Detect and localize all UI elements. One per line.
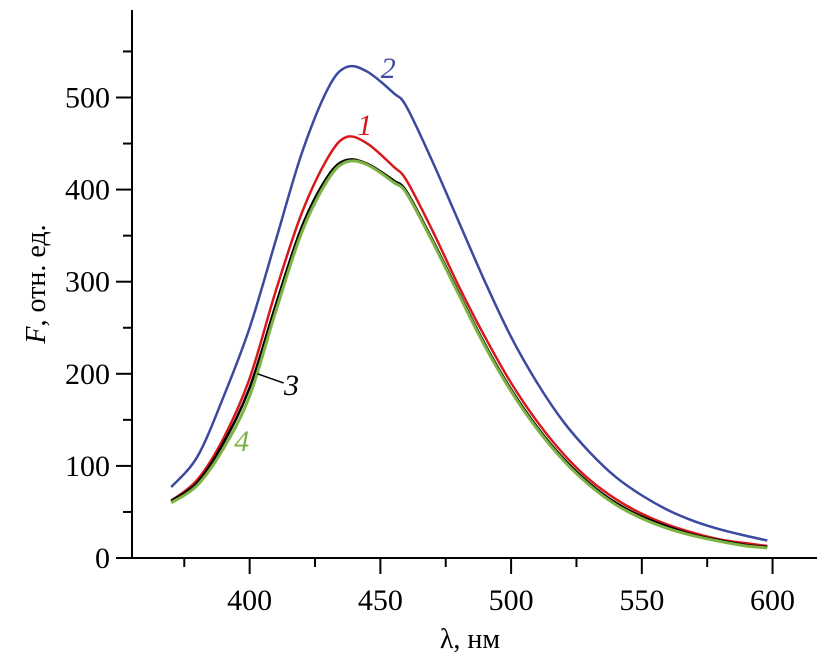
x-tick-label: 400 <box>227 584 272 617</box>
y-axis-label-symbol: F <box>21 326 52 345</box>
y-axis-label: F, отн. ед. <box>21 224 52 344</box>
series-leader-line-3 <box>257 373 284 384</box>
axes: 400 450 500 550 600 0 100 200 300 400 500 <box>65 10 817 617</box>
x-tick-label: 550 <box>619 584 664 617</box>
curves <box>170 64 768 550</box>
series-label-2: 2 <box>381 52 396 85</box>
y-tick-label: 300 <box>65 266 110 299</box>
series-label-1: 1 <box>357 109 372 142</box>
series-label-4: 4 <box>234 425 249 458</box>
series-line-2 <box>170 64 768 542</box>
series-line-4 <box>170 159 768 550</box>
x-tick-label: 500 <box>489 584 534 617</box>
x-tick-label: 600 <box>750 584 795 617</box>
y-tick-label: 500 <box>65 81 110 114</box>
x-axis-label: λ, нм <box>440 624 501 655</box>
series-line-3 <box>170 158 768 549</box>
y-tick-label: 200 <box>65 358 110 391</box>
y-tick-label: 100 <box>65 450 110 483</box>
y-axis-label-units: , отн. ед. <box>21 224 52 326</box>
series-line-1 <box>170 135 768 548</box>
series-label-3: 3 <box>283 369 299 402</box>
y-tick-label: 0 <box>95 542 110 575</box>
annotations: 12 3 4 <box>234 52 395 458</box>
y-tick-label: 400 <box>65 174 110 207</box>
x-tick-label: 450 <box>358 584 403 617</box>
